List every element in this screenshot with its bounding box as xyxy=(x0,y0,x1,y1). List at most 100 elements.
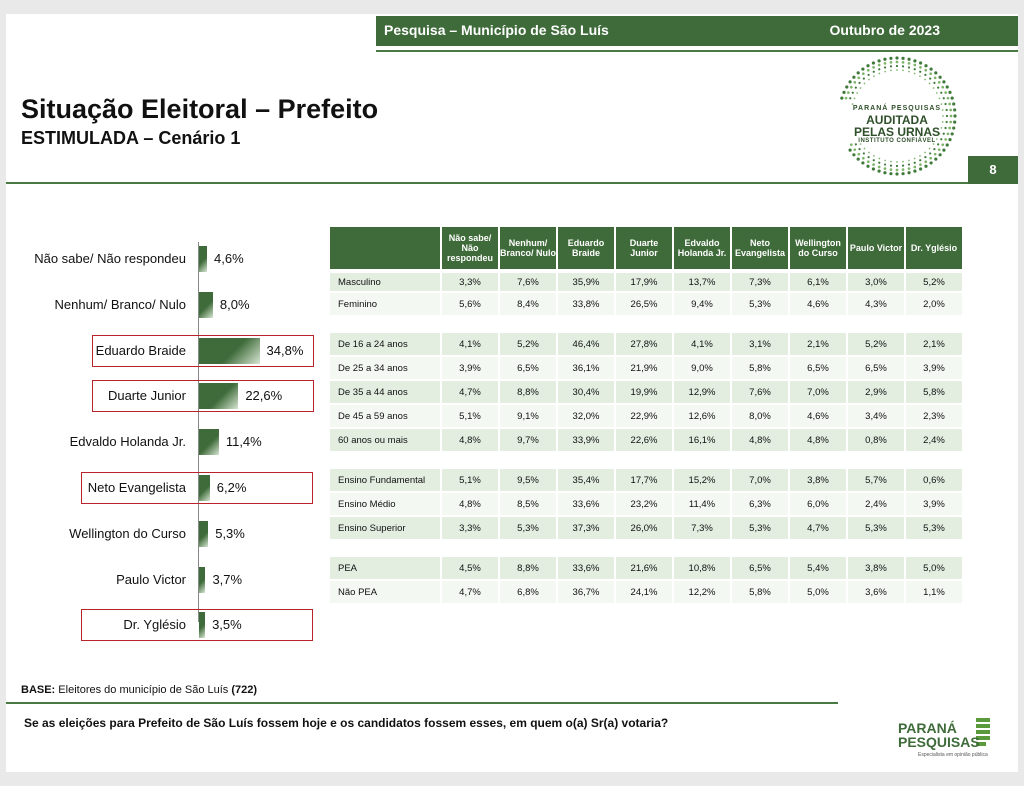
table-row-label: 60 anos ou mais xyxy=(330,429,440,453)
seal-dot xyxy=(952,102,956,106)
seal-dot xyxy=(946,96,950,100)
table-cell: 22,6% xyxy=(616,429,672,453)
seal-dot xyxy=(861,156,865,160)
seal-dot xyxy=(938,97,941,100)
seal-dot xyxy=(871,61,876,65)
seal-dot xyxy=(953,108,957,112)
seal-dot xyxy=(913,63,917,67)
seal-dot xyxy=(928,82,931,85)
bar-value-label: 8,0% xyxy=(219,296,250,312)
seal-dot xyxy=(935,92,938,94)
seal-dot xyxy=(846,91,850,94)
table-cell: 4,6% xyxy=(790,405,846,429)
seal-dot xyxy=(924,68,928,72)
bar xyxy=(199,612,206,639)
bar-value-label: 11,4% xyxy=(225,434,262,450)
seal-dot xyxy=(895,168,899,172)
bar xyxy=(199,383,239,410)
seal-dot xyxy=(861,67,865,71)
seal-dot xyxy=(890,69,892,72)
table-cell: 35,9% xyxy=(558,269,614,293)
logo-tagline: Especialista em opinião pública xyxy=(918,752,988,758)
table-row-label: De 35 a 44 anos xyxy=(330,381,440,405)
seal-dot xyxy=(953,120,957,124)
seal-dot xyxy=(940,127,943,129)
seal-dot xyxy=(872,65,875,69)
table-cell: 15,2% xyxy=(674,469,730,493)
seal-dot xyxy=(928,147,931,150)
bar-label: Não sabe/ Não respondeu xyxy=(34,251,186,266)
table-cell: 4,7% xyxy=(442,381,498,405)
seal-dot xyxy=(902,160,904,163)
base-text: Eleitores do município de São Luís xyxy=(58,684,229,696)
seal-dot xyxy=(938,132,941,135)
seal-dot xyxy=(853,97,856,100)
table-row: De 35 a 44 anos 4,7% 8,8% 30,4% 19,9% 12,9% 7,… xyxy=(330,381,962,405)
seal-dot xyxy=(941,143,945,147)
seal-dot xyxy=(919,154,921,157)
seal-dot xyxy=(953,114,957,118)
table-cell: 5,2% xyxy=(848,333,904,357)
table-cell: 24,1% xyxy=(616,581,672,605)
table-cell: 3,3% xyxy=(442,269,498,293)
table-cell: 3,8% xyxy=(848,557,904,581)
seal-dot xyxy=(945,114,949,118)
table-row-label: Masculino xyxy=(330,269,440,293)
bar-label: Duarte Junior xyxy=(107,388,186,404)
table-cell: 2,9% xyxy=(848,381,904,405)
seal-dot xyxy=(862,152,865,155)
table-cell: 3,8% xyxy=(790,469,846,493)
table-cell: 26,5% xyxy=(616,293,672,317)
seal-dot xyxy=(895,172,899,176)
seal-dot xyxy=(883,171,887,175)
table-cell: 9,0% xyxy=(674,357,730,381)
table-cell: 5,8% xyxy=(732,357,788,381)
seal-dot xyxy=(901,65,905,68)
seal-dot xyxy=(913,72,916,75)
seal-dot xyxy=(950,96,954,100)
table-cell: 6,5% xyxy=(500,357,556,381)
highlight-box xyxy=(81,472,313,504)
table-cell: 6,8% xyxy=(500,581,556,605)
seal-dot xyxy=(907,171,911,175)
bar-value-label: 22,6% xyxy=(245,388,283,404)
seal-dot xyxy=(868,151,870,154)
bar-label: Dr. Yglésio xyxy=(123,617,186,633)
bar-chart-axis xyxy=(198,242,199,622)
seal-dot xyxy=(866,160,870,164)
table-row: Ensino Superior 3,3% 5,3% 37,3% 26,0% 7,3% 5,3… xyxy=(330,517,962,541)
seal-dot xyxy=(877,63,881,67)
seal-dot xyxy=(907,66,911,69)
page-number: 8 xyxy=(968,156,1018,184)
seal-dot xyxy=(918,167,923,171)
seal-dot xyxy=(937,143,940,146)
seal-dot xyxy=(867,156,870,159)
seal-dot xyxy=(877,169,881,173)
table-cell: 4,7% xyxy=(442,581,498,605)
seal-dot xyxy=(918,61,923,65)
seal-dot xyxy=(944,102,947,106)
table-row-label: PEA xyxy=(330,557,440,581)
highlight-box xyxy=(92,334,314,367)
seal-dot xyxy=(945,108,948,112)
table-cell: 4,7% xyxy=(790,517,846,541)
seal-dot xyxy=(896,69,898,71)
seal-dot xyxy=(895,60,899,64)
table-row: PEA 4,5% 8,8% 33,6% 21,6% 10,8% 6,5% 5,4% 3,8% 5,… xyxy=(330,557,962,581)
seal-dot xyxy=(942,132,945,135)
table-cell: 13,7% xyxy=(674,269,730,293)
seal-dot xyxy=(889,172,893,176)
table-cell: 6,5% xyxy=(732,557,788,581)
seal-dot xyxy=(889,164,893,167)
table-header-cell: Dr. Yglésio xyxy=(906,227,962,269)
seal-dot xyxy=(848,80,852,84)
seal-dot xyxy=(859,143,862,145)
footer-divider xyxy=(6,702,838,704)
table-cell: 5,3% xyxy=(732,293,788,317)
table-cell: 3,9% xyxy=(442,357,498,381)
table-cell: 32,0% xyxy=(558,405,614,429)
table-cell: 3,3% xyxy=(442,517,498,541)
seal-dot xyxy=(867,73,870,76)
seal-dot xyxy=(933,148,936,151)
table-cell: 5,1% xyxy=(442,405,498,429)
